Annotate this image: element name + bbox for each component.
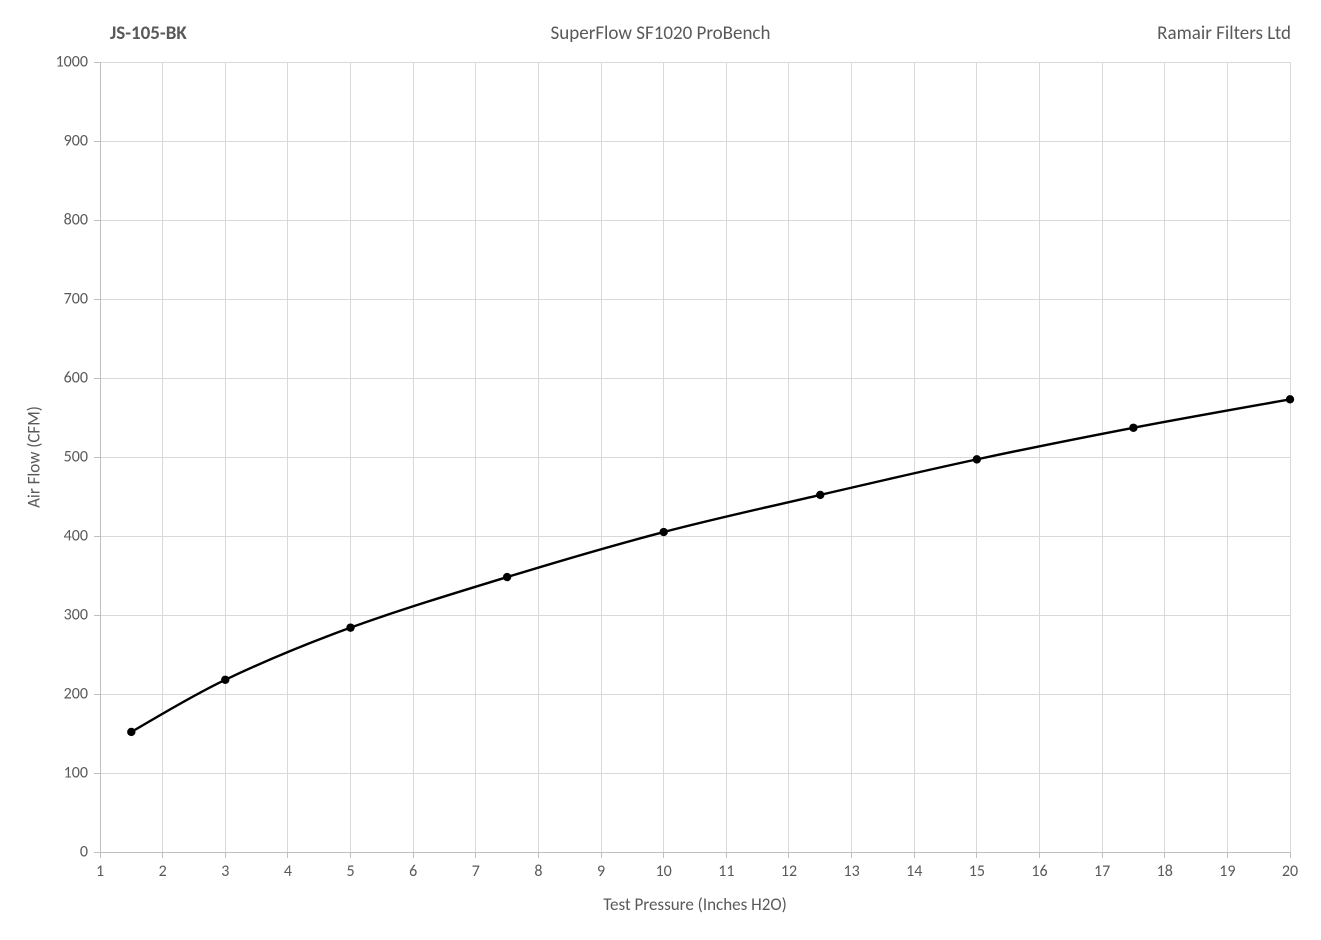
data-point-marker xyxy=(1286,395,1294,403)
data-point-marker xyxy=(1129,424,1137,432)
x-tick-label: 3 xyxy=(221,852,229,881)
x-tick-label: 4 xyxy=(284,852,292,881)
data-point-marker xyxy=(816,491,824,499)
y-tick-label: 300 xyxy=(64,606,100,625)
x-tick-label: 18 xyxy=(1157,852,1173,881)
x-tick-label: 20 xyxy=(1282,852,1298,881)
chart-title-right: Ramair Filters Ltd xyxy=(1157,22,1291,45)
x-tick-label: 9 xyxy=(597,852,605,881)
x-tick-label: 10 xyxy=(656,852,672,881)
y-tick-label: 500 xyxy=(64,448,100,467)
y-tick-label: 200 xyxy=(64,685,100,704)
x-tick-label: 11 xyxy=(718,852,734,881)
x-tick-label: 6 xyxy=(409,852,417,881)
chart-title-center: SuperFlow SF1020 ProBench xyxy=(0,22,1321,45)
data-point-marker xyxy=(503,573,511,581)
y-tick-label: 700 xyxy=(64,290,100,309)
data-point-marker xyxy=(973,455,981,463)
x-tick-label: 5 xyxy=(346,852,354,881)
chart-title-left: JS-105-BK xyxy=(110,22,187,45)
x-tick-label: 12 xyxy=(781,852,797,881)
y-tick-label: 1000 xyxy=(56,53,100,72)
y-tick-label: 100 xyxy=(64,764,100,783)
data-point-marker xyxy=(127,728,135,736)
x-tick-label: 17 xyxy=(1094,852,1110,881)
y-tick-label: 600 xyxy=(64,369,100,388)
data-point-marker xyxy=(659,528,667,536)
x-tick-label: 8 xyxy=(534,852,542,881)
x-tick-label: 13 xyxy=(843,852,859,881)
data-point-marker xyxy=(221,676,229,684)
x-tick-label: 15 xyxy=(969,852,985,881)
x-tick-label: 16 xyxy=(1031,852,1047,881)
series-line xyxy=(131,399,1290,732)
y-tick-label: 800 xyxy=(64,211,100,230)
y-tick-label: 400 xyxy=(64,527,100,546)
x-tick-label: 1 xyxy=(96,852,104,881)
y-tick-label: 900 xyxy=(64,132,100,151)
x-tick-label: 19 xyxy=(1219,852,1235,881)
plot-area: 0100200300400500600700800900100012345678… xyxy=(100,62,1290,852)
data-series xyxy=(100,62,1290,852)
x-tick-label: 14 xyxy=(906,852,922,881)
data-point-marker xyxy=(346,623,354,631)
x-axis-label: Test Pressure (Inches H2O) xyxy=(603,894,786,915)
x-tick-label: 2 xyxy=(159,852,167,881)
chart-header: SuperFlow SF1020 ProBench JS-105-BK Rama… xyxy=(0,22,1321,52)
chart-container: { "header": { "left": "JS-105-BK", "cent… xyxy=(0,0,1321,940)
y-axis-label: Air Flow (CFM) xyxy=(24,406,45,508)
x-tick-label: 7 xyxy=(472,852,480,881)
